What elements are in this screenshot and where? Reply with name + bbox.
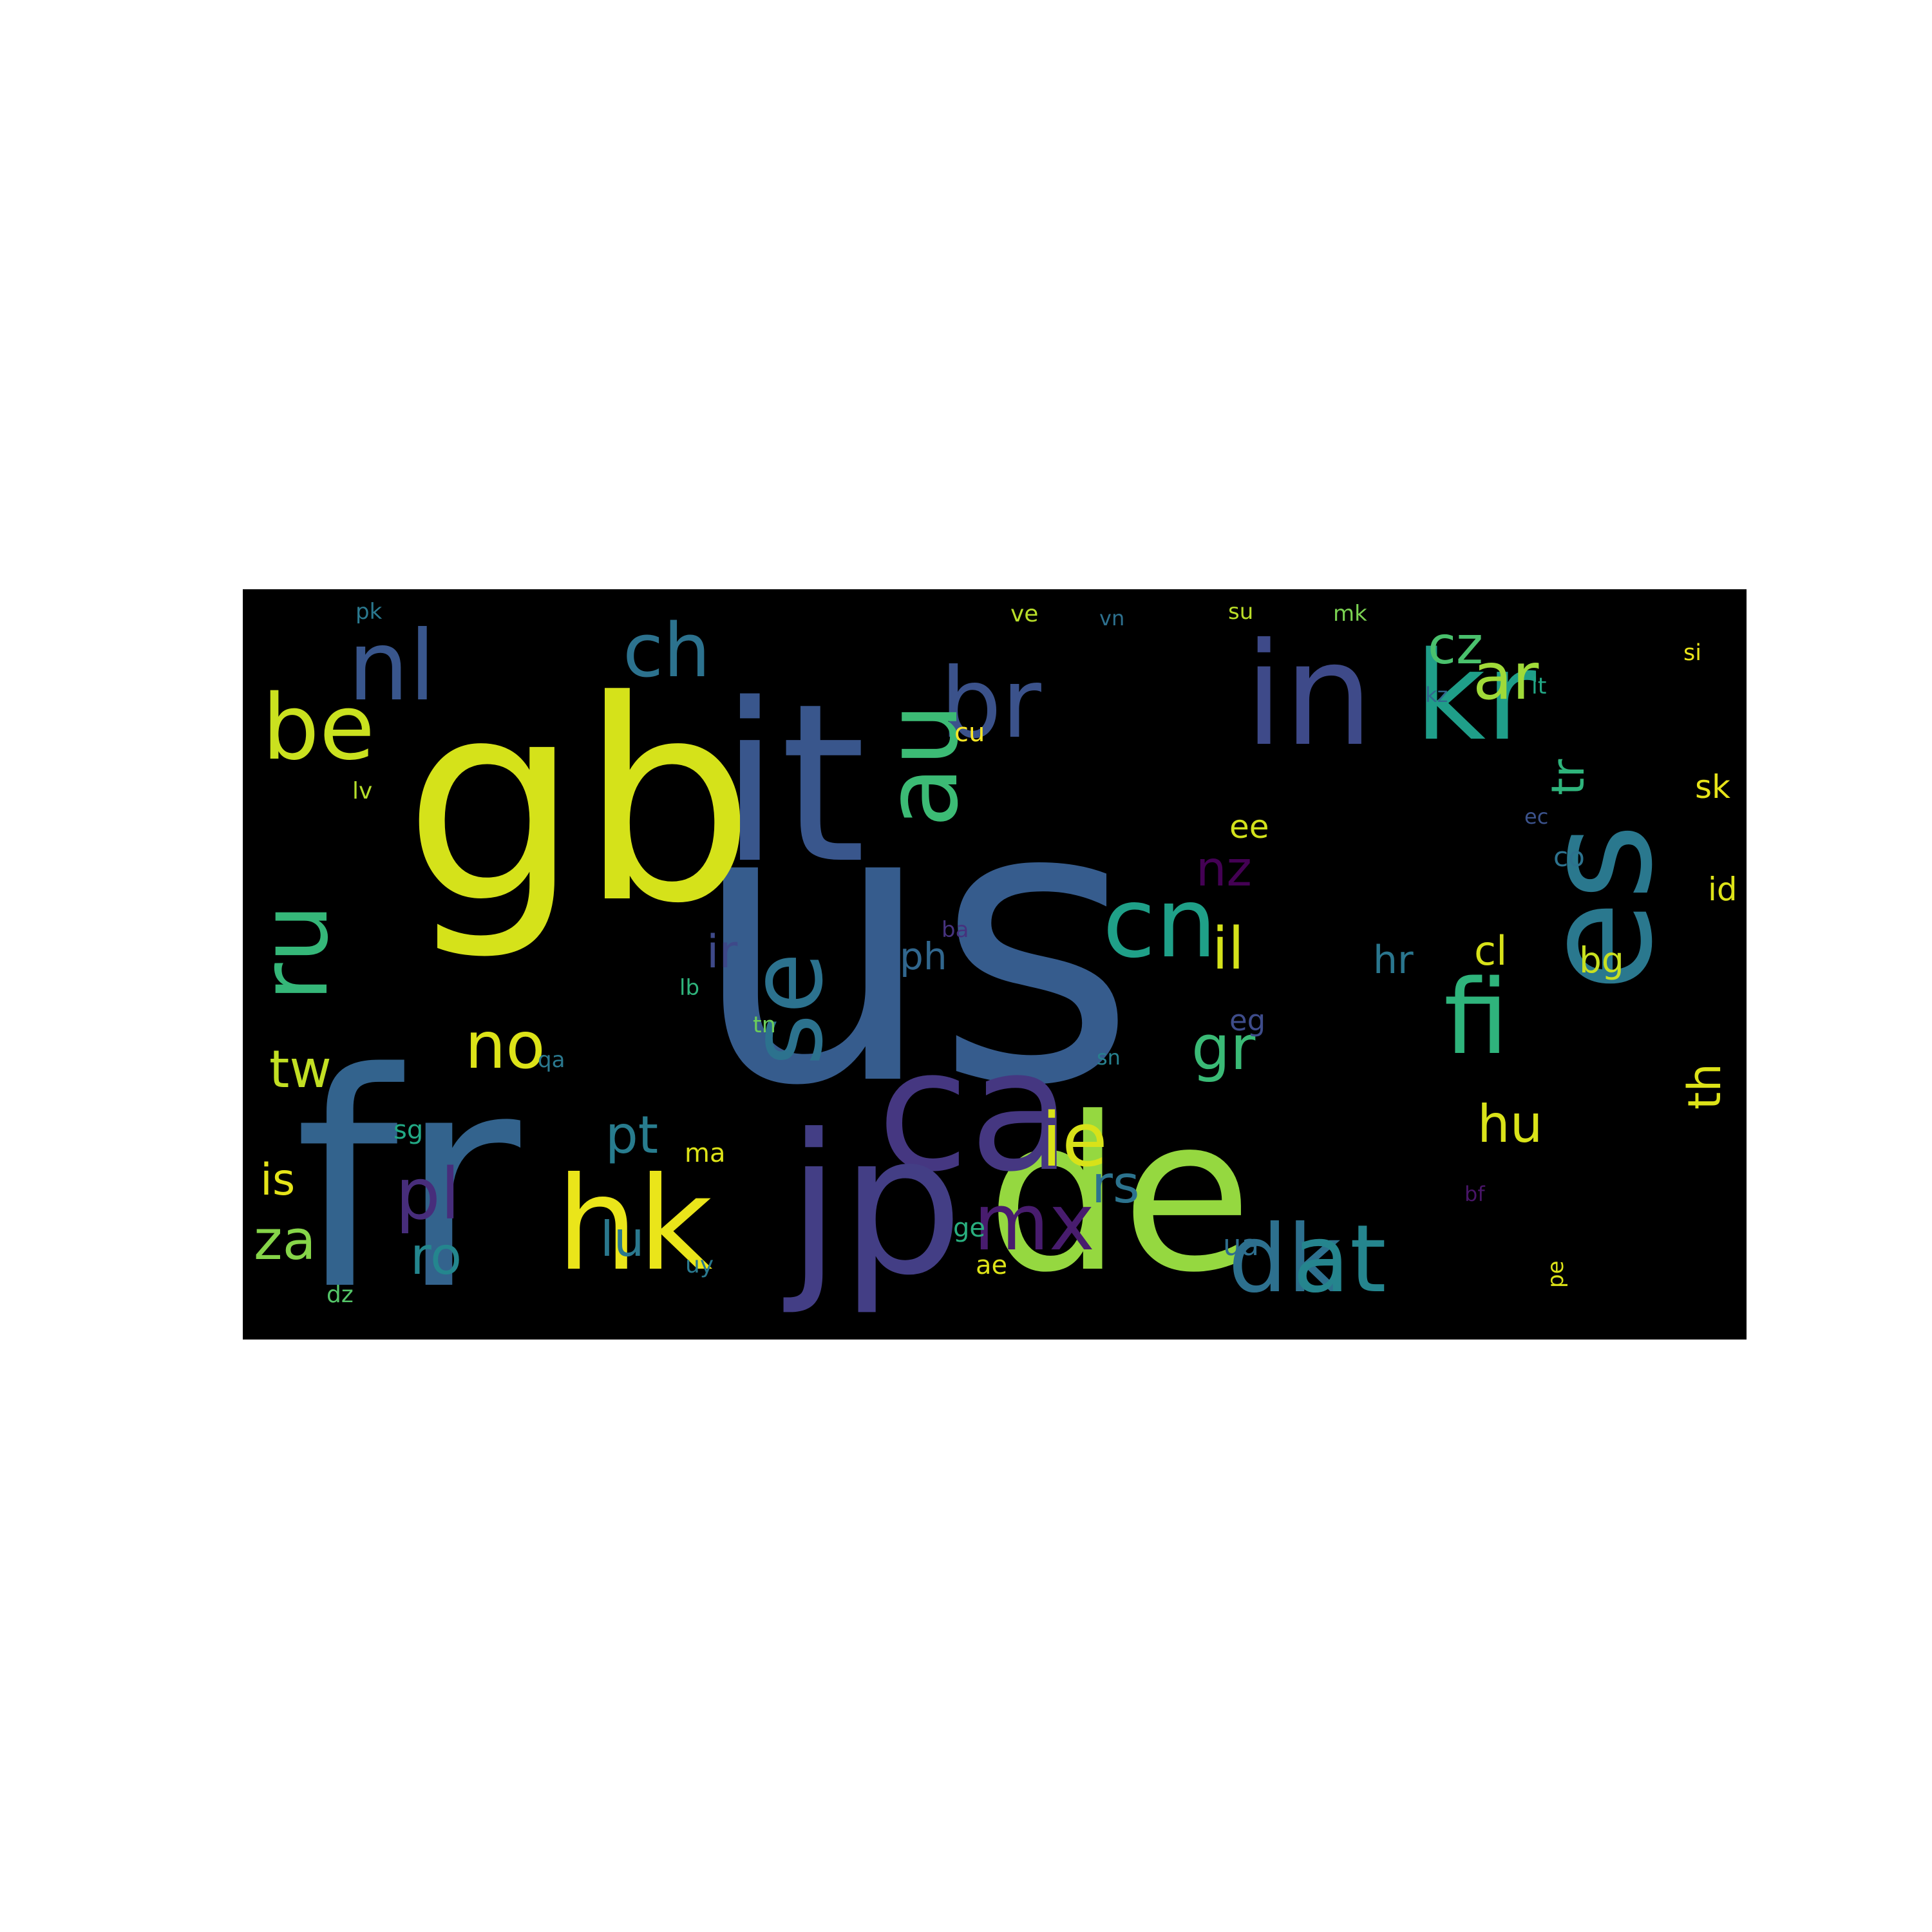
word-dk: dk — [1228, 1205, 1341, 1314]
word-fr: fr — [294, 1010, 524, 1340]
word-mk: mk — [1333, 601, 1367, 627]
word-is: is — [260, 1155, 295, 1206]
word-cl: cl — [1474, 927, 1507, 974]
word-ir: ir — [706, 925, 737, 978]
word-cz: cz — [1428, 616, 1483, 676]
word-cn: cn — [1103, 867, 1217, 980]
word-it: it — [719, 657, 866, 912]
word-no: no — [465, 1008, 545, 1083]
word-kz: kz — [1425, 683, 1448, 707]
word-vn: vn — [1099, 606, 1124, 630]
word-lu: lu — [600, 1211, 644, 1267]
word-be: be — [262, 676, 375, 781]
word-lv: lv — [352, 778, 372, 804]
word-br: br — [940, 648, 1041, 760]
word-tn: tn — [753, 1012, 776, 1038]
word-ie: ie — [1041, 1097, 1108, 1184]
word-qa: qa — [538, 1047, 565, 1073]
word-ec: ec — [1524, 804, 1548, 829]
word-pt: pt — [605, 1105, 658, 1165]
word-nl: nl — [348, 611, 436, 723]
word-mx: mx — [974, 1179, 1095, 1268]
word-de: de — [987, 1072, 1253, 1319]
word-gb: gb — [404, 642, 755, 964]
word-ua: ua — [1223, 1228, 1259, 1262]
word-jp: jp — [781, 1093, 963, 1318]
word-cu: cu — [954, 718, 985, 748]
word-si: si — [1683, 640, 1701, 666]
word-rs: rs — [1092, 1155, 1140, 1215]
word-th: th — [1678, 1063, 1731, 1110]
word-ch: ch — [623, 608, 710, 694]
word-hu: hu — [1477, 1094, 1542, 1154]
word-pe: pe — [1543, 1261, 1569, 1289]
word-fi: fi — [1444, 957, 1509, 1077]
word-ar: ar — [1473, 639, 1539, 714]
word-pl: pl — [395, 1153, 460, 1235]
word-hr: hr — [1373, 938, 1414, 983]
word-dz: dz — [327, 1282, 354, 1308]
word-uy: uy — [685, 1252, 714, 1278]
word-se: se — [728, 952, 845, 1066]
word-at: at — [1293, 1205, 1387, 1314]
word-su: su — [1228, 599, 1253, 625]
word-tw: tw — [269, 1039, 332, 1099]
word-ru: ru — [243, 904, 349, 1001]
word-ba: ba — [942, 917, 969, 943]
word-us: us — [690, 720, 1137, 1170]
word-gr: gr — [1191, 1013, 1256, 1084]
word-bg: bg — [1579, 940, 1624, 981]
word-nz: nz — [1196, 840, 1252, 897]
word-za: za — [254, 1209, 316, 1273]
word-es: es — [1513, 824, 1685, 992]
word-ve: ve — [1010, 601, 1038, 627]
word-ma: ma — [685, 1139, 725, 1168]
word-lt: lt — [1531, 674, 1546, 699]
word-il: il — [1212, 915, 1244, 983]
word-sk: sk — [1695, 768, 1730, 806]
word-ee: ee — [1229, 808, 1269, 846]
word-sg: sg — [393, 1115, 423, 1145]
word-au: au — [864, 703, 980, 828]
word-in: in — [1244, 612, 1374, 777]
word-hk: hk — [556, 1150, 713, 1300]
word-bf: bf — [1464, 1182, 1485, 1206]
word-id: id — [1708, 871, 1738, 908]
word-lb: lb — [679, 975, 699, 1001]
word-ph: ph — [900, 934, 947, 978]
word-ae: ae — [976, 1251, 1007, 1280]
word-kr: kr — [1415, 625, 1537, 768]
word-pk: pk — [355, 599, 383, 625]
word-ro: ro — [410, 1226, 462, 1286]
word-ca: ca — [877, 1014, 1072, 1209]
word-co: co — [1553, 841, 1585, 873]
word-eg: eg — [1229, 1003, 1265, 1037]
word-sn: sn — [1097, 1045, 1121, 1070]
word-tr: tr — [1542, 759, 1595, 795]
word-ge: ge — [953, 1213, 985, 1243]
